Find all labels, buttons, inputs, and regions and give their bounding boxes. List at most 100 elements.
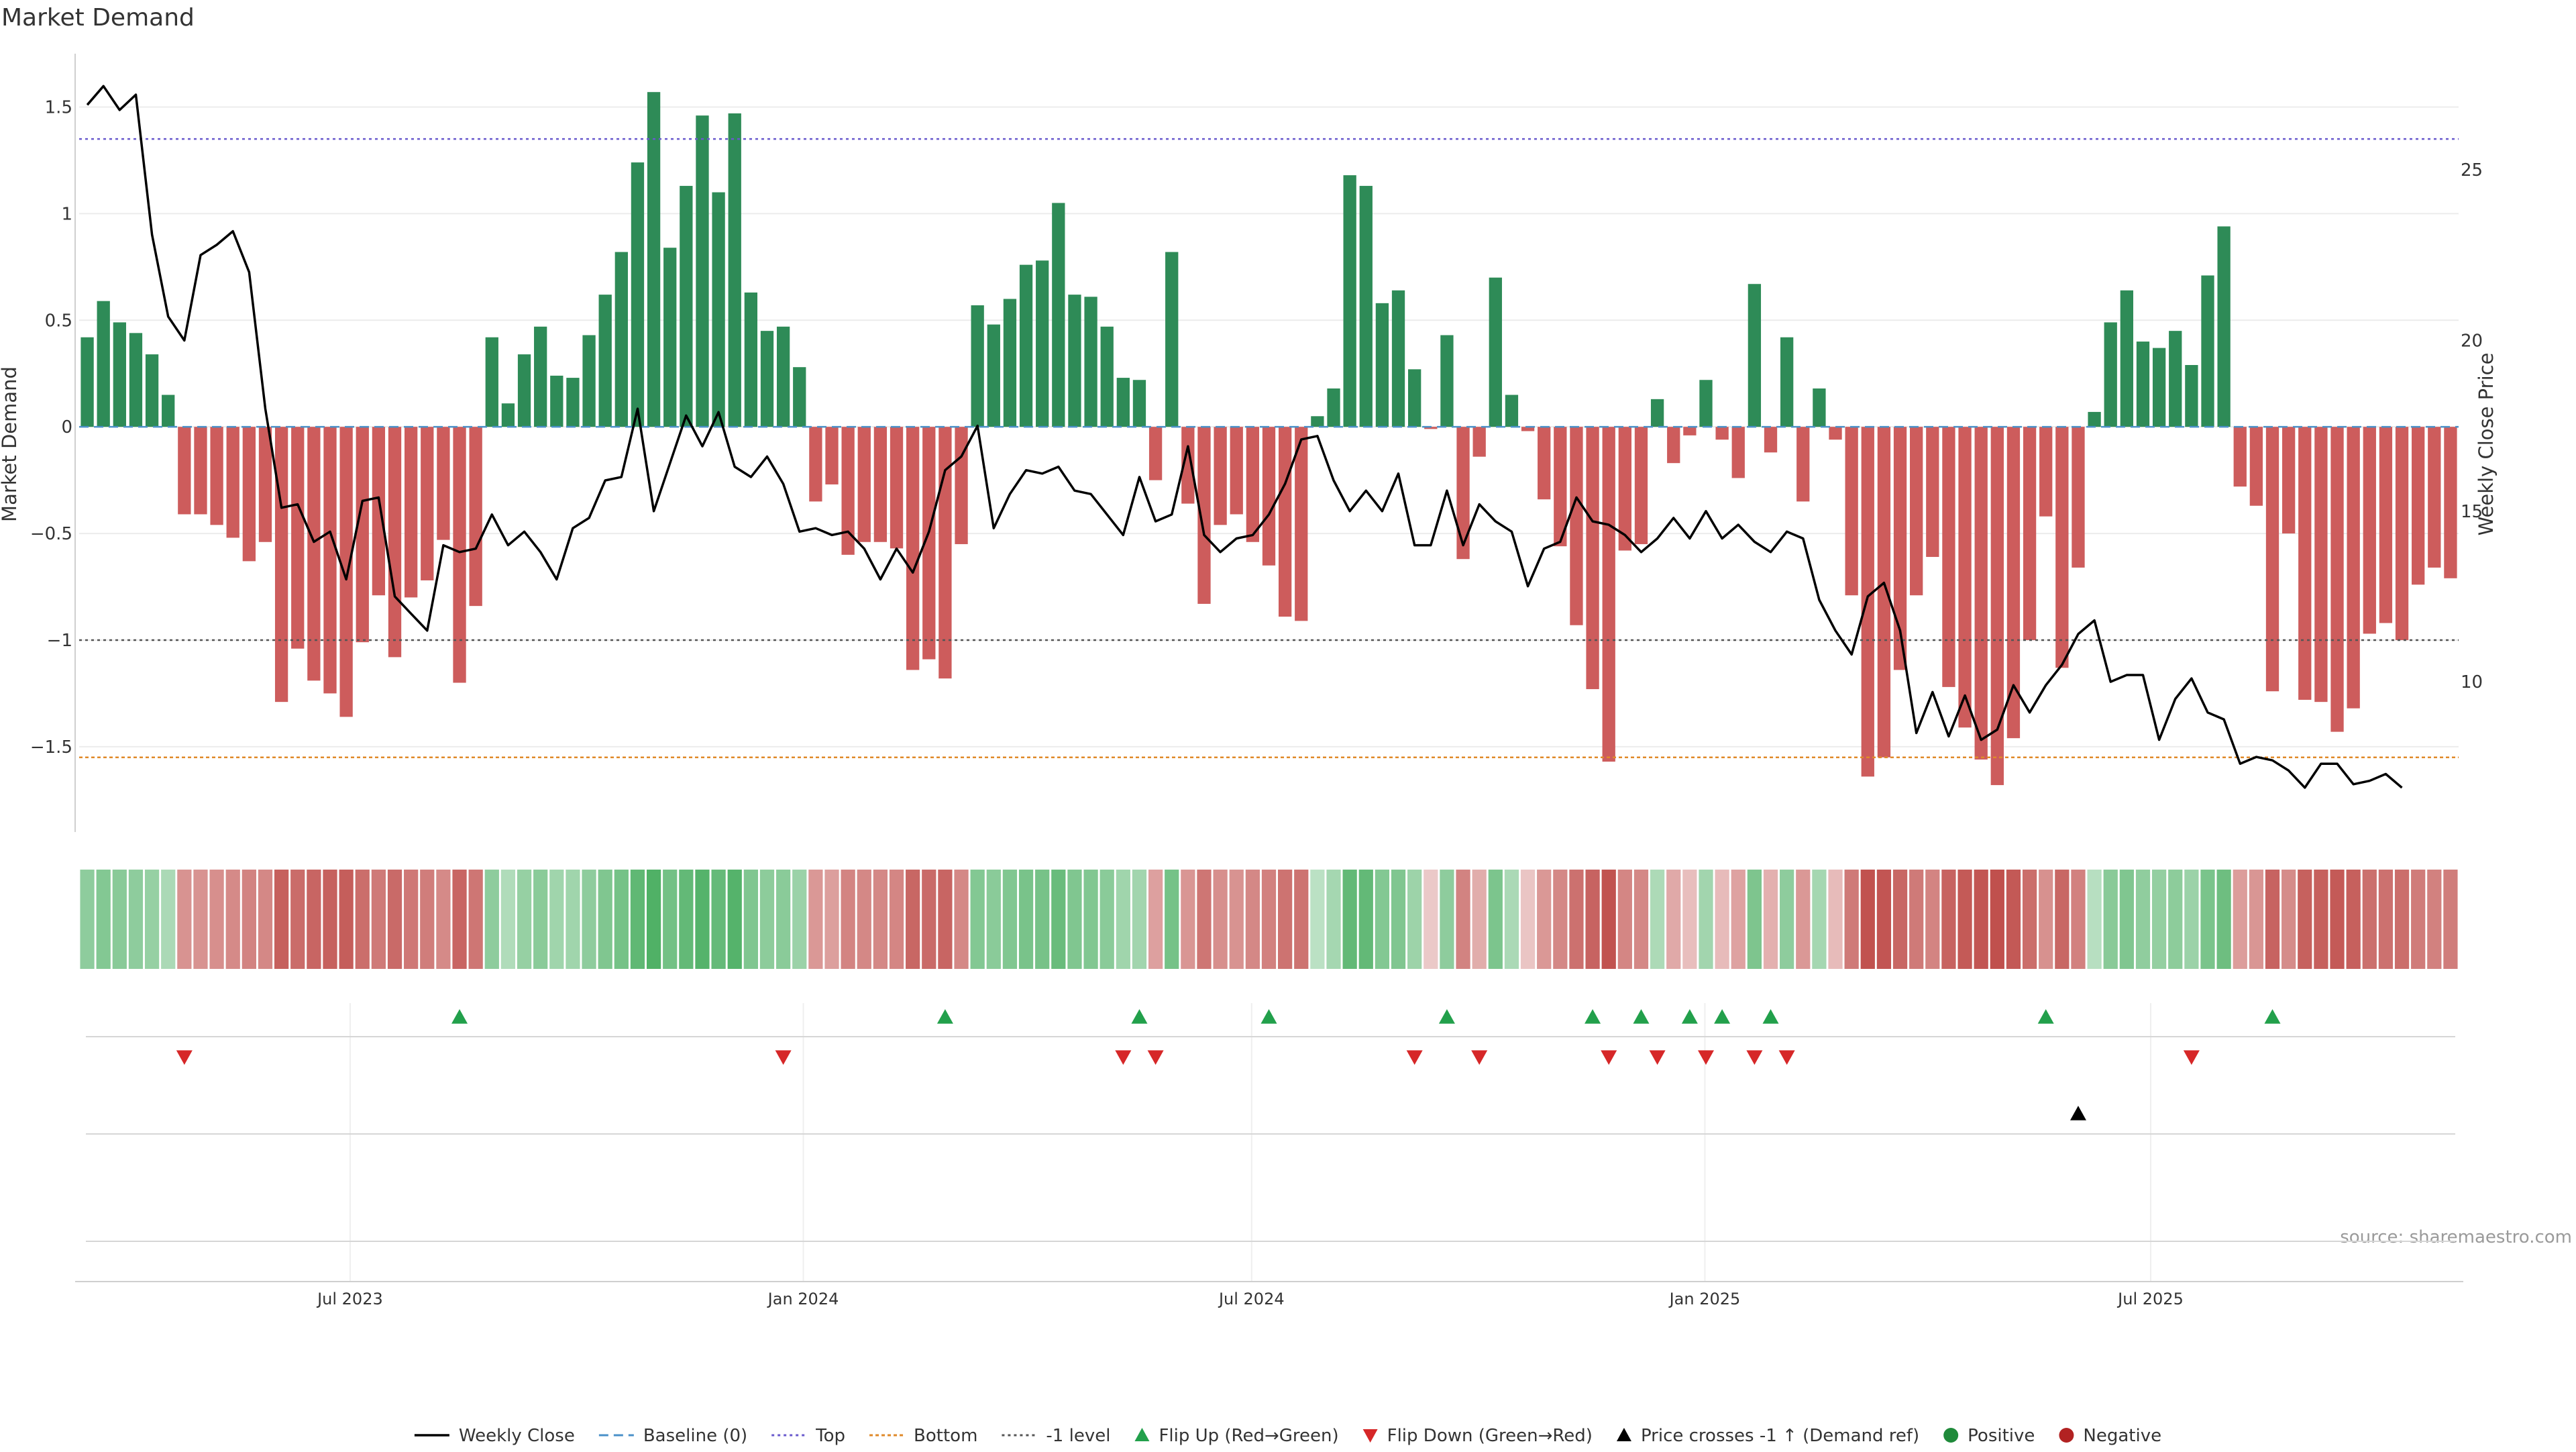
demand-bar [857, 427, 871, 542]
demand-bar [210, 427, 223, 525]
demand-bar [793, 367, 806, 427]
heat-cell [1342, 870, 1357, 969]
flip-down-marker [1147, 1050, 1164, 1065]
y-tick-label: 1 [61, 204, 72, 224]
legend-item-negative: Negative [2059, 1426, 2161, 1446]
heat-cell [1440, 870, 1454, 969]
demand-bar [388, 427, 402, 658]
demand-bar [841, 427, 855, 555]
demand-bar [1132, 380, 1146, 427]
heat-cell [1601, 870, 1616, 969]
heat-cell [2346, 870, 2361, 969]
heat-cell [2200, 870, 2215, 969]
demand-bar [1165, 252, 1179, 427]
demand-bar [323, 427, 337, 694]
demand-bar [566, 378, 580, 427]
legend-item-flip-down: Flip Down (Green→Red) [1362, 1426, 1593, 1446]
heat-cell [2411, 870, 2426, 969]
heat-cell [500, 870, 516, 969]
flip-down-marker [2183, 1050, 2200, 1065]
demand-bar [1796, 427, 1810, 502]
demand-bar [1214, 427, 1227, 525]
demand-bar [2072, 427, 2085, 568]
demand-bar [1910, 427, 1923, 596]
heat-cell [1957, 870, 1972, 969]
heat-cell [1035, 870, 1050, 969]
demand-bar [1715, 427, 1729, 440]
source-note: source: sharemaestro.com [2340, 1227, 2572, 1247]
flip-up-marker [1762, 1009, 1779, 1024]
demand-bar [2055, 427, 2069, 668]
heat-cell [2233, 870, 2247, 969]
heat-cell [2103, 870, 2118, 969]
heat-cell [1407, 870, 1422, 969]
heat-cell [2216, 870, 2231, 969]
heat-cell [727, 870, 742, 969]
flip-down-marker [176, 1050, 193, 1065]
legend-label: Price crosses -1 ↑ (Demand ref) [1641, 1426, 1919, 1446]
heat-cell [484, 870, 499, 969]
heat-cell [1116, 870, 1130, 969]
demand-bar [744, 292, 758, 427]
heat-cell [1537, 870, 1552, 969]
demand-bar [1764, 427, 1778, 453]
heat-cell [711, 870, 726, 969]
demand-bar [938, 427, 952, 679]
demand-bar [1456, 427, 1470, 560]
demand-bar [728, 113, 741, 427]
demand-bar [2249, 427, 2263, 506]
demand-bar [1052, 203, 1065, 427]
legend-item-weekly-close: Weekly Close [414, 1426, 575, 1446]
x-tick-label: Jul 2025 [2116, 1290, 2184, 1308]
heat-cell [824, 870, 839, 969]
heat-cell [1520, 870, 1536, 969]
heat-cell [468, 870, 483, 969]
demand-bar [1440, 335, 1454, 427]
heat-cell [1051, 870, 1066, 969]
y-tick-label: −1 [47, 631, 72, 651]
flip-down-marker [1778, 1050, 1795, 1065]
demand-bar [2201, 275, 2214, 427]
demand-bar [809, 427, 822, 502]
demand-bar [1554, 427, 1567, 547]
heat-cell [1132, 870, 1147, 969]
legend-label: Flip Up (Red→Green) [1159, 1426, 1338, 1446]
heat-cell [1181, 870, 1195, 969]
heat-cell [759, 870, 775, 969]
heat-cell [776, 870, 791, 969]
flip-up-marker [451, 1009, 468, 1024]
demand-bar [485, 337, 498, 427]
demand-bar [2006, 427, 2021, 739]
demand-bar [2428, 427, 2441, 568]
demand-bar [1570, 427, 1583, 625]
heat-cell [371, 870, 386, 969]
heat-cell [598, 870, 612, 969]
heat-cell [241, 870, 256, 969]
heat-cell [1018, 870, 1034, 969]
heat-cell [1715, 870, 1729, 969]
demand-bar [339, 427, 353, 717]
heat-cell [679, 870, 694, 969]
demand-bar [955, 427, 968, 544]
demand-bar [1327, 388, 1340, 427]
y-tick-label: −1.5 [30, 737, 72, 758]
demand-bar [2039, 427, 2053, 517]
y2-tick-label: 15 [2461, 502, 2483, 522]
demand-bar [906, 427, 920, 670]
demand-bar [129, 333, 143, 427]
demand-bar [1942, 427, 1955, 687]
demand-bar [1926, 427, 1939, 558]
y2-tick-label: 10 [2461, 672, 2483, 692]
heat-cell [1504, 870, 1519, 969]
demand-bar [1618, 427, 1631, 551]
demand-bar [1813, 388, 1826, 427]
flip-down-marker [1697, 1050, 1714, 1065]
demand-bar [1116, 378, 1130, 427]
heat-cell [873, 870, 888, 969]
demand-bar [663, 248, 677, 427]
legend-label: Positive [1968, 1426, 2035, 1446]
demand-bar [97, 301, 110, 427]
x-tick-label: Jul 2024 [1218, 1290, 1285, 1308]
demand-bar [614, 252, 628, 427]
heat-cell [1326, 870, 1341, 969]
